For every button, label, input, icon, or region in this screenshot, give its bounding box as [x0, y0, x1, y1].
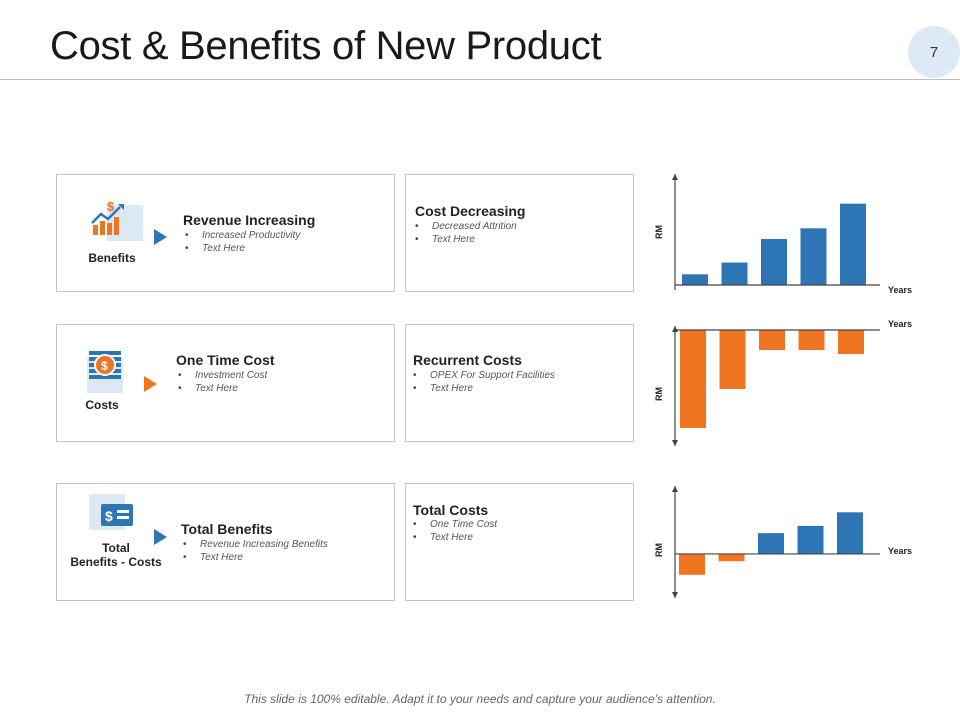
bar-1: [679, 553, 705, 575]
total-costs-bullets: One Time Cost Text Here: [413, 518, 497, 544]
bar-5: [838, 330, 864, 354]
x-axis-label: Years: [888, 285, 912, 295]
bullet-item: Text Here: [413, 531, 497, 544]
bullet-item: Decreased Attrition: [415, 220, 517, 233]
label-line: Benefits - Costs: [70, 555, 162, 569]
bullet-item: Investment Cost: [178, 369, 267, 382]
bar-3: [759, 330, 785, 350]
x-axis-label: Years: [888, 546, 912, 556]
coins-icon-wrap: $: [77, 345, 133, 393]
axis-arrow-up-icon: [672, 174, 678, 180]
costs-label: Costs: [85, 398, 119, 412]
label-line: Total: [102, 541, 130, 555]
arrow-right-icon: [154, 529, 167, 545]
total-benefits-box: $ Total Benefits - Costs Total Benefits …: [56, 483, 395, 601]
bullet-item: OPEX For Support Facilities: [413, 369, 555, 382]
axis-arrow-up-icon: [672, 486, 678, 492]
bar-4: [797, 525, 824, 554]
total-costs-title: Total Costs: [413, 502, 489, 518]
bullet-item: Text Here: [415, 233, 517, 246]
recurrent-costs-title: Recurrent Costs: [413, 352, 522, 368]
benefits-box: $ Benefits Revenue Increasing Increased …: [56, 174, 395, 292]
bullet-item: One Time Cost: [413, 518, 497, 531]
net-bar-chart: RM Years: [654, 486, 912, 598]
arrow-right-icon: [144, 376, 157, 392]
cost-decreasing-bullets: Decreased Attrition Text Here: [415, 220, 517, 246]
recurrent-costs-bullets: OPEX For Support Facilities Text Here: [413, 369, 555, 395]
wallet-icon: $: [101, 504, 133, 526]
one-time-cost-title: One Time Cost: [176, 352, 275, 368]
bar-1: [682, 274, 708, 285]
svg-text:$: $: [107, 199, 115, 214]
title-divider: [0, 79, 960, 80]
total-benefits-costs-label: Total Benefits - Costs: [61, 541, 171, 569]
costs-bar-chart: RM Years: [654, 319, 912, 446]
benefits-label: Benefits: [88, 251, 136, 265]
recurrent-costs-box: Recurrent Costs OPEX For Support Facilit…: [405, 324, 634, 442]
bullet-item: Text Here: [413, 382, 555, 395]
wallet-icon-wrap: $: [89, 494, 145, 542]
bullet-item: Text Here: [183, 551, 328, 564]
slide-title: Cost & Benefits of New Product: [50, 24, 602, 68]
cost-decreasing-box: Cost Decreasing Decreased Attrition Text…: [405, 174, 634, 292]
bar-4: [800, 228, 827, 285]
bullet-item: Text Here: [185, 242, 300, 255]
axis-arrow-down-icon: [672, 592, 678, 598]
svg-text:$: $: [101, 359, 108, 373]
bar-2: [718, 553, 745, 562]
coins-icon: $: [89, 351, 121, 379]
svg-text:$: $: [105, 508, 113, 524]
bullet-item: Text Here: [178, 382, 267, 395]
y-axis-label: RM: [654, 543, 664, 557]
costs-box: $ Costs One Time Cost Investment Cost Te…: [56, 324, 395, 442]
one-time-cost-bullets: Investment Cost Text Here: [178, 369, 267, 395]
bar-1: [680, 330, 706, 428]
benefits-bar-chart: RM Years: [654, 174, 912, 295]
revenue-increasing-bullets: Increased Productivity Text Here: [185, 229, 300, 255]
bar-4: [798, 330, 825, 350]
y-axis-label: RM: [654, 387, 664, 401]
bar-5: [840, 203, 866, 285]
x-axis-label: Years: [888, 319, 912, 329]
bullet-item: Revenue Increasing Benefits: [183, 538, 328, 551]
y-axis-label: RM: [654, 225, 664, 239]
bar-3: [758, 533, 784, 554]
bar-3: [761, 238, 787, 285]
revenue-growth-icon-wrap: $: [85, 197, 143, 245]
footer-note: This slide is 100% editable. Adapt it to…: [244, 692, 716, 706]
total-benefits-title: Total Benefits: [181, 521, 273, 537]
total-costs-box: Total Costs One Time Cost Text Here: [405, 483, 634, 601]
bar-2: [721, 262, 748, 285]
bullet-item: Increased Productivity: [185, 229, 300, 242]
axis-arrow-down-icon: [672, 440, 678, 446]
total-benefits-bullets: Revenue Increasing Benefits Text Here: [183, 538, 328, 564]
revenue-increasing-title: Revenue Increasing: [183, 212, 316, 228]
revenue-growth-icon: $: [91, 199, 124, 235]
cost-decreasing-title: Cost Decreasing: [415, 203, 526, 219]
arrow-right-icon: [154, 229, 167, 245]
page-number-badge: 7: [908, 26, 960, 78]
bar-5: [837, 512, 863, 554]
bar-2: [719, 330, 746, 389]
axis-arrow-up-icon: [672, 326, 678, 332]
